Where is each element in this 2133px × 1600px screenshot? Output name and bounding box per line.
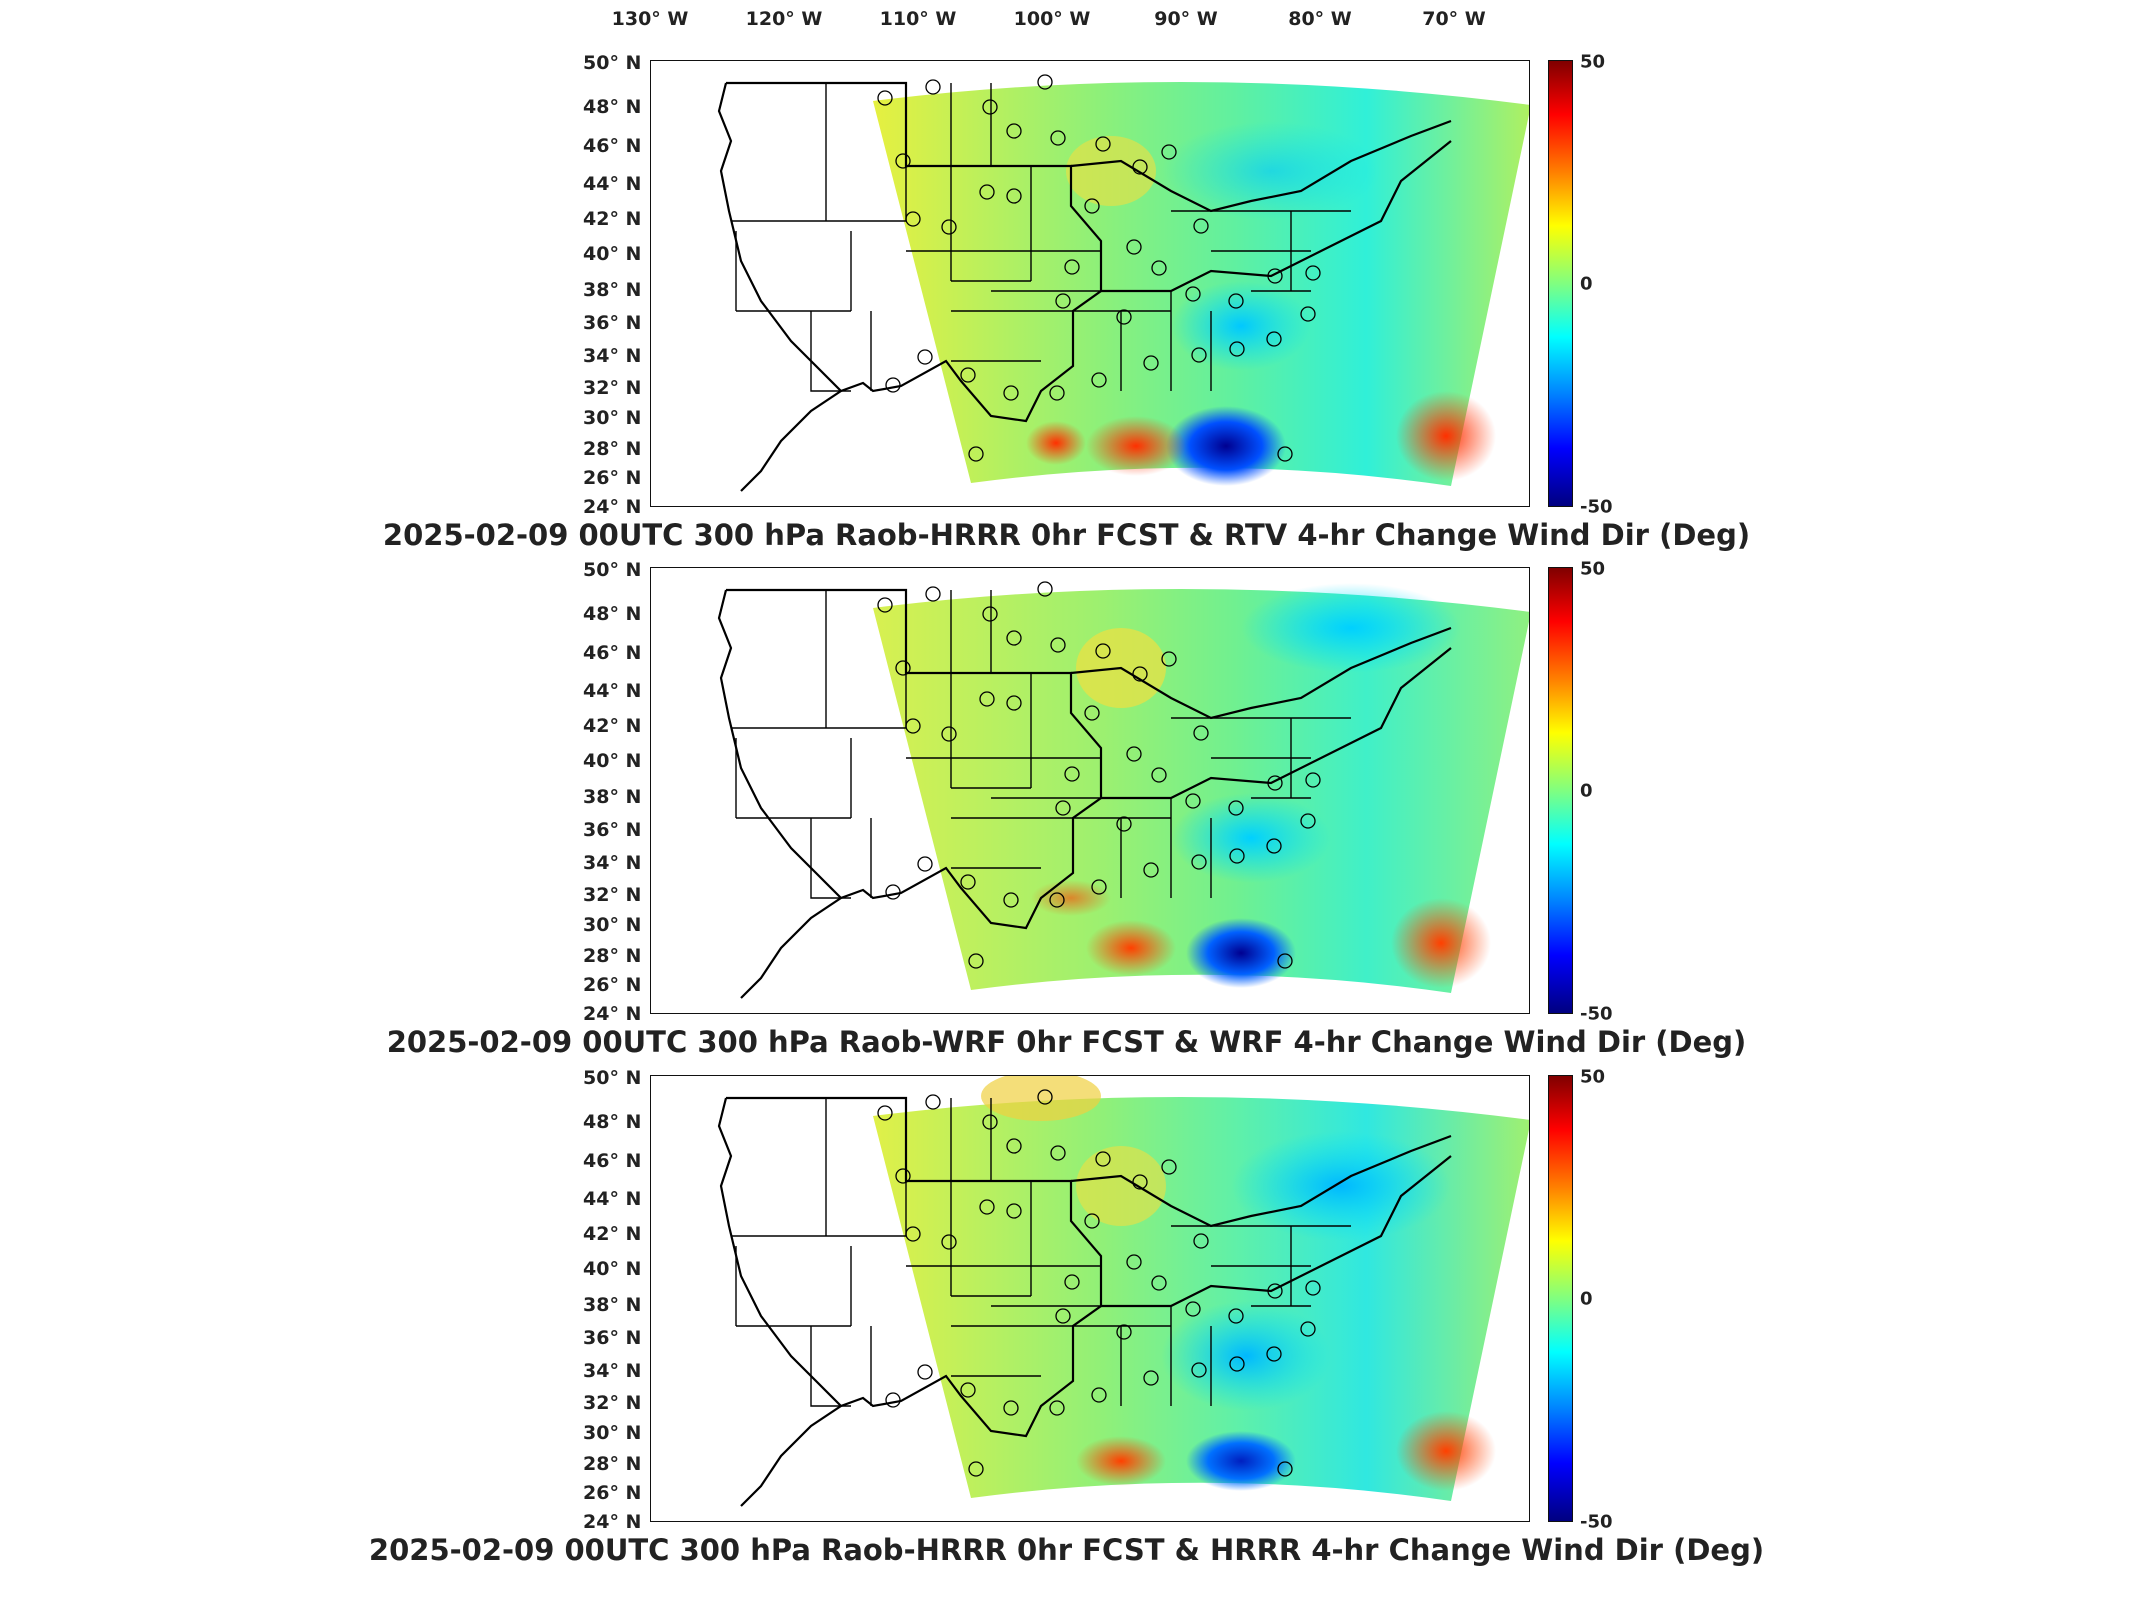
lat-label: 38° N [583, 1294, 642, 1316]
colorbar-max-label: 50 [1580, 51, 1606, 73]
lat-label: 42° N [583, 1223, 642, 1245]
lat-label: 38° N [583, 786, 642, 808]
lat-label: 50° N [583, 1067, 642, 1089]
lat-label: 44° N [583, 680, 642, 702]
lat-label: 30° N [583, 407, 642, 429]
lon-label: 130° W [611, 8, 689, 30]
lat-label: 42° N [583, 208, 642, 230]
lat-label: 26° N [583, 1482, 642, 1504]
lat-label: 36° N [583, 819, 642, 841]
colorbar [1548, 1075, 1573, 1522]
lat-label: 40° N [583, 750, 642, 772]
lat-label: 44° N [583, 1188, 642, 1210]
lat-label: 38° N [583, 279, 642, 301]
lon-label: 80° W [1288, 8, 1352, 30]
wind-direction-map [650, 567, 1530, 1014]
lat-label: 36° N [583, 312, 642, 334]
lon-label: 70° W [1422, 8, 1486, 30]
colorbar-mid-label: 0 [1580, 1288, 1593, 1310]
lat-label: 24° N [583, 1003, 642, 1025]
lat-label: 36° N [583, 1327, 642, 1349]
lat-label: 34° N [583, 1360, 642, 1382]
lon-label: 90° W [1154, 8, 1218, 30]
lat-label: 40° N [583, 1258, 642, 1280]
wind-direction-map [650, 1075, 1530, 1522]
lon-label: 120° W [745, 8, 823, 30]
colorbar-mid-label: 0 [1580, 273, 1593, 295]
lat-label: 48° N [583, 1111, 642, 1133]
panel-title: 2025-02-09 00UTC 300 hPa Raob-HRRR 0hr F… [368, 1533, 1765, 1567]
lat-label: 34° N [583, 345, 642, 367]
lat-label: 32° N [583, 1392, 642, 1414]
lat-label: 24° N [583, 1511, 642, 1533]
lon-label: 110° W [879, 8, 957, 30]
lat-label: 30° N [583, 1422, 642, 1444]
lat-label: 28° N [583, 945, 642, 967]
lat-label: 32° N [583, 884, 642, 906]
colorbar [1548, 60, 1573, 507]
lon-label: 100° W [1013, 8, 1091, 30]
lat-label: 30° N [583, 914, 642, 936]
lat-label: 24° N [583, 496, 642, 518]
panel-title: 2025-02-09 00UTC 300 hPa Raob-HRRR 0hr F… [382, 518, 1751, 552]
lat-label: 50° N [583, 559, 642, 581]
lat-label: 32° N [583, 377, 642, 399]
colorbar-max-label: 50 [1580, 558, 1606, 580]
lat-label: 48° N [583, 603, 642, 625]
lat-label: 46° N [583, 1150, 642, 1172]
lat-label: 50° N [583, 52, 642, 74]
lat-label: 46° N [583, 135, 642, 157]
colorbar-min-label: -50 [1580, 496, 1613, 518]
colorbar [1548, 567, 1573, 1014]
lat-label: 46° N [583, 642, 642, 664]
lat-label: 42° N [583, 715, 642, 737]
colorbar-min-label: -50 [1580, 1003, 1613, 1025]
lat-label: 28° N [583, 438, 642, 460]
panel-title: 2025-02-09 00UTC 300 hPa Raob-WRF 0hr FC… [386, 1025, 1747, 1059]
lat-label: 26° N [583, 467, 642, 489]
lat-label: 40° N [583, 243, 642, 265]
colorbar-mid-label: 0 [1580, 780, 1593, 802]
colorbar-min-label: -50 [1580, 1511, 1613, 1533]
lat-label: 34° N [583, 852, 642, 874]
lat-label: 44° N [583, 173, 642, 195]
lat-label: 26° N [583, 974, 642, 996]
lat-label: 48° N [583, 96, 642, 118]
colorbar-max-label: 50 [1580, 1066, 1606, 1088]
lat-label: 28° N [583, 1453, 642, 1475]
wind-direction-map [650, 60, 1530, 507]
